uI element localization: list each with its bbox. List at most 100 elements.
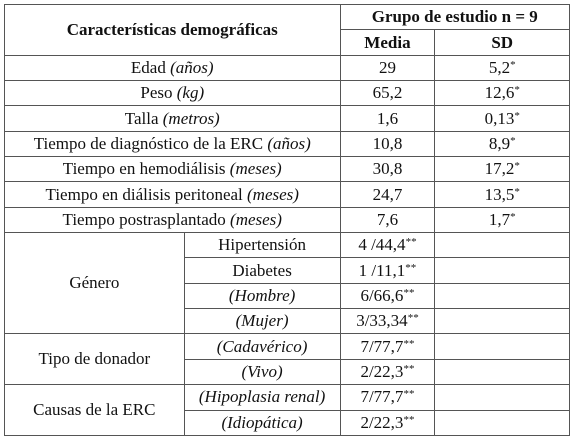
label-text: Talla (124, 108, 159, 128)
row-label: Tiempo postrasplantado (meses) (4, 206, 341, 234)
media-cell: 29 (339, 54, 436, 82)
label-text: Tiempo de diagnóstico de la ERC (33, 133, 264, 153)
value-text: 2/22,3 (360, 361, 404, 381)
header-title: Características demográficas (4, 4, 341, 56)
group-row: Tipo de donador (Cadavérico) 7/77,7** (4, 333, 570, 386)
data-row: Talla (metros) 1,6 0,13* (4, 105, 570, 132)
item-text: Hipertensión (218, 235, 306, 255)
item-text: (Idiopática) (221, 412, 303, 432)
value-mark: ** (405, 236, 417, 249)
sd-value: 13,5 (484, 184, 515, 204)
sd-mark: * (510, 58, 516, 71)
sd-mark: * (514, 109, 520, 122)
value-mark: ** (403, 413, 415, 426)
header-row: Media SD (5, 29, 570, 56)
value-text: 7/77,7 (360, 387, 404, 407)
row-label: Edad (años) (4, 54, 341, 82)
empty-cell (434, 257, 570, 284)
group-row: (Mujer) 3/33,34** (5, 308, 570, 335)
item-value: 2/22,3** (339, 409, 436, 436)
empty-cell (434, 358, 570, 386)
item-label: (Hipoplasia renal) (183, 384, 341, 411)
group-label: Causas de la ERC (4, 384, 185, 436)
data-row: Tiempo postrasplantado (meses) 7,6 1,7* (4, 206, 570, 234)
row-label: Tiempo de diagnóstico de la ERC (años) (4, 130, 341, 158)
label-text: Peso (140, 83, 173, 103)
value-text: 1 /11,1 (358, 260, 406, 280)
value-mark: ** (403, 286, 415, 299)
value-mark: ** (407, 312, 419, 325)
item-value: 1 /11,1** (339, 257, 436, 284)
label-text: Tiempo en hemodiálisis (62, 159, 226, 179)
item-label: Diabetes (183, 257, 341, 284)
label-text: Tiempo postrasplantado (62, 209, 226, 229)
value-text: 6/66,6 (360, 285, 404, 305)
header-group: Grupo de estudio n = 9 (339, 3, 570, 31)
empty-cell (434, 282, 570, 310)
item-value: 7/77,7** (339, 333, 436, 360)
label-unit: (meses) (229, 159, 282, 179)
data-row: Edad (años) 29 5,2* (4, 54, 570, 82)
value-mark: ** (403, 388, 415, 401)
table-body: Características demográficas Grupo de es… (4, 3, 570, 436)
sd-value: 1,7 (488, 209, 511, 229)
sd-cell: 17,2* (434, 156, 570, 183)
sd-cell: 13,5* (434, 181, 570, 208)
label-text: Edad (130, 57, 166, 77)
group-row: Diabetes 1 /11,1** (5, 257, 570, 284)
item-value: 2/22,3** (339, 358, 436, 386)
empty-cell (434, 333, 570, 360)
sd-cell: 12,6* (434, 80, 570, 107)
value-text: 3/33,34 (356, 311, 408, 331)
data-table: Características demográficas Grupo de es… (4, 3, 570, 436)
media-cell: 24,7 (339, 181, 436, 208)
media-cell: 30,8 (339, 156, 436, 183)
item-value: 4 /44,4** (339, 232, 436, 259)
label-unit: (meses) (230, 209, 282, 229)
value-text: 7/77,7 (360, 336, 404, 356)
item-text: (Cadavérico) (216, 336, 308, 356)
sd-value: 5,2 (488, 57, 511, 77)
sd-mark: * (514, 84, 520, 97)
sd-cell: 1,7* (434, 206, 570, 234)
row-label: Tiempo en diálisis peritoneal (meses) (4, 181, 341, 208)
row-label: Peso (kg) (4, 80, 341, 107)
item-label: (Cadavérico) (183, 333, 341, 360)
value-mark: ** (403, 362, 415, 375)
empty-cell (434, 384, 570, 411)
value-mark: ** (405, 261, 417, 274)
item-label: (Idiopática) (183, 409, 341, 436)
row-label: Tiempo en hemodiálisis (meses) (4, 156, 341, 183)
value-mark: ** (403, 337, 415, 350)
sd-value: 8,9 (488, 133, 511, 153)
sd-value: 0,13 (484, 108, 515, 128)
item-text: (Hipoplasia renal) (198, 387, 326, 407)
item-text: (Vivo) (241, 361, 283, 381)
media-cell: 1,6 (339, 105, 436, 132)
header-row: Características demográficas Grupo de es… (4, 3, 570, 56)
item-label: Hipertensión (183, 232, 341, 259)
group-row: (Idiopática) 2/22,3** (5, 409, 570, 436)
row-label: Talla (metros) (4, 105, 341, 132)
item-label: (Mujer) (183, 308, 341, 335)
item-label: (Hombre) (183, 282, 341, 310)
label-unit: (años) (170, 57, 214, 77)
item-value: 7/77,7** (339, 384, 436, 411)
item-text: Diabetes (232, 260, 292, 280)
value-text: 2/22,3 (360, 412, 404, 432)
data-row: Peso (kg) 65,2 12,6* (4, 80, 570, 107)
empty-cell (434, 409, 570, 436)
label-unit: (meses) (247, 184, 299, 204)
item-value: 6/66,6** (339, 282, 436, 310)
item-value: 3/33,34** (339, 308, 436, 335)
sd-cell: 5,2* (434, 54, 570, 82)
sd-cell: 8,9* (434, 130, 570, 158)
header-media: Media (339, 29, 436, 56)
media-cell: 10,8 (339, 130, 436, 158)
group-row: (Hombre) 6/66,6** (5, 282, 570, 310)
sd-mark: * (514, 185, 520, 198)
group-label: Tipo de donador (4, 333, 185, 386)
group-label: Género (4, 232, 185, 335)
media-cell: 65,2 (339, 80, 436, 107)
